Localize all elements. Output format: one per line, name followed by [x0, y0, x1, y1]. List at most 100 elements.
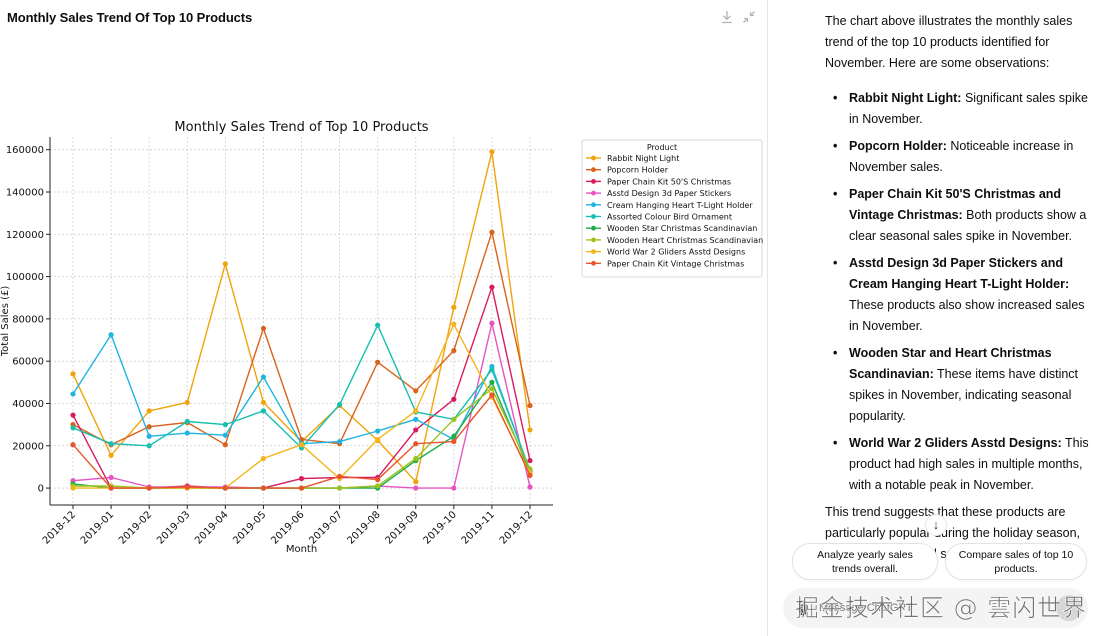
chart-title: Monthly Sales Trend of Top 10 Products	[174, 120, 428, 135]
data-point	[451, 485, 457, 491]
data-point	[70, 391, 76, 397]
data-point	[146, 408, 152, 414]
data-point	[298, 475, 305, 482]
observation-heading: Popcorn Holder:	[849, 139, 947, 153]
y-tick-label: 120000	[6, 230, 44, 241]
legend-swatch-marker	[591, 225, 596, 231]
x-tick-label: 2019-08	[345, 509, 382, 546]
data-point	[451, 396, 457, 402]
data-point	[108, 441, 114, 447]
suggestion-analyze-yearly[interactable]: Analyze yearly sales trends overall.	[792, 543, 938, 580]
series-paper-chain-kit-50-s-christmas	[70, 284, 533, 491]
x-tick-label: 2019-09	[384, 509, 421, 546]
data-point	[146, 443, 152, 449]
data-point	[375, 359, 381, 365]
series-paper-chain-kit-vintage-christmas	[70, 392, 533, 491]
x-tick-label: 2019-07	[307, 509, 344, 546]
observation-text: These items have distinct spikes in Nove…	[849, 367, 1079, 423]
data-point	[336, 401, 343, 408]
legend-item: World War 2 Gliders Asstd Designs	[586, 248, 745, 257]
data-point	[489, 367, 495, 373]
legend: Product Rabbit Night Light Popcorn Holder P…	[581, 139, 763, 278]
data-point	[222, 485, 228, 491]
observation-item: Popcorn Holder: Noticeable increase in N…	[825, 136, 1093, 178]
scroll-down-button[interactable]: ↓	[925, 514, 947, 536]
data-point	[336, 473, 343, 480]
data-point	[298, 485, 305, 491]
data-point	[451, 321, 457, 327]
observation-heading: Rabbit Night Light:	[849, 91, 962, 105]
message-input[interactable]	[819, 598, 1019, 618]
y-tick-label: 140000	[6, 187, 44, 198]
data-point	[260, 485, 267, 491]
x-tick-label: 2019-06	[269, 509, 306, 546]
data-point	[70, 425, 76, 431]
observation-text: This product had high sales in multiple …	[849, 436, 1089, 492]
data-point	[108, 452, 114, 458]
collapse-icon[interactable]	[741, 9, 757, 25]
legend-swatch-marker	[591, 167, 596, 173]
data-point	[222, 261, 228, 267]
legend-label: Wooden Star Christmas Scandinavian	[607, 224, 757, 233]
grid	[50, 137, 553, 505]
assistant-response: The chart above illustrates the monthly …	[825, 11, 1093, 579]
y-tick-label: 40000	[12, 399, 44, 410]
legend-item: Assorted Colour Bird Ornament	[586, 213, 732, 222]
data-point	[260, 399, 267, 406]
message-composer	[783, 588, 1088, 628]
data-point	[184, 430, 190, 436]
legend-title: Product	[647, 143, 677, 152]
axes: 0 20000 40000 60000 80000 100000 120000 140000 1…	[0, 120, 553, 555]
data-point	[527, 427, 533, 433]
data-point	[527, 402, 533, 409]
y-tick-label: 80000	[12, 314, 44, 325]
data-point	[375, 477, 381, 483]
data-point	[70, 442, 76, 448]
legend-swatch-marker	[591, 202, 596, 208]
legend-swatch-marker	[591, 155, 596, 161]
legend-swatch-marker	[591, 237, 596, 243]
legend-label: Popcorn Holder	[607, 166, 669, 175]
legend-swatch-marker	[591, 179, 596, 184]
data-point	[413, 441, 419, 447]
data-point	[108, 485, 114, 491]
legend-box	[581, 139, 763, 278]
observation-heading: World War 2 Gliders Asstd Designs:	[849, 436, 1062, 450]
observation-heading: Asstd Design 3d Paper Stickers and Cream…	[849, 256, 1070, 291]
x-tick-label: 2019-03	[155, 509, 192, 546]
data-point	[222, 432, 228, 438]
observation-text: Both products show a clear seasonal sale…	[849, 208, 1087, 243]
legend-item: Paper Chain Kit Vintage Christmas	[586, 259, 744, 268]
data-point	[298, 442, 305, 448]
legend-label: Paper Chain Kit Vintage Christmas	[607, 259, 744, 268]
data-point	[108, 332, 114, 338]
data-point	[336, 438, 343, 445]
data-point	[260, 455, 267, 462]
x-tick-label: 2019-10	[422, 509, 459, 546]
data-point	[489, 392, 495, 398]
observation-text: Noticeable increase in November sales.	[849, 139, 1074, 174]
data-point	[413, 485, 419, 491]
legend-swatch-marker	[591, 260, 596, 266]
download-icon[interactable]	[719, 9, 735, 25]
data-point	[451, 348, 457, 354]
data-point	[489, 149, 495, 155]
send-button[interactable]	[1056, 595, 1082, 621]
y-tick-label: 100000	[6, 272, 44, 283]
legend-item: Cream Hanging Heart T-Light Holder	[586, 201, 753, 210]
data-point	[260, 325, 267, 332]
data-point	[375, 436, 381, 443]
x-tick-label: 2018-12	[41, 509, 78, 546]
y-tick-label: 60000	[12, 357, 44, 368]
paperclip-icon[interactable]	[795, 599, 811, 617]
observation-heading: Wooden Star and Heart Christmas Scandina…	[849, 346, 1052, 381]
data-point	[527, 457, 533, 464]
x-tick-label: 2019-04	[193, 509, 230, 546]
x-axis-label: Month	[286, 544, 317, 555]
data-point	[413, 416, 419, 422]
data-point	[222, 442, 228, 448]
suggestion-compare-top10[interactable]: Compare sales of top 10 products.	[945, 543, 1087, 580]
data-point	[413, 427, 419, 433]
observation-item: Paper Chain Kit 50'S Christmas and Vinta…	[825, 184, 1093, 247]
observation-item: Asstd Design 3d Paper Stickers and Cream…	[825, 253, 1093, 337]
